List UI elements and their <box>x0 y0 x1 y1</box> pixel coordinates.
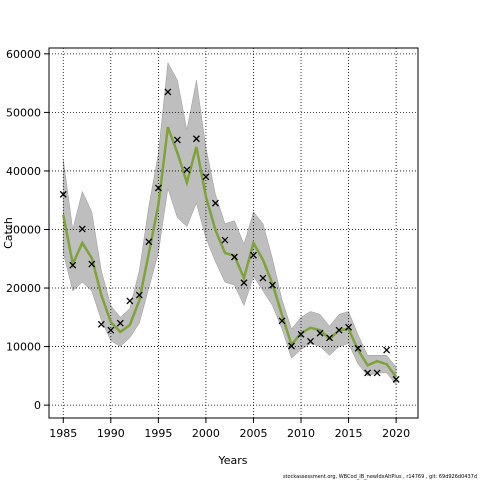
observed-point <box>345 323 353 331</box>
x-tick-label: 1995 <box>144 427 172 440</box>
y-tick-label: 30000 <box>6 223 41 236</box>
y-tick-label: 50000 <box>6 106 41 119</box>
y-tick-label: 10000 <box>6 341 41 354</box>
x-tick-label: 1990 <box>97 427 125 440</box>
observed-point <box>88 260 96 268</box>
observed-point <box>288 342 295 350</box>
observed-point <box>107 326 115 334</box>
observed-point <box>221 236 229 244</box>
observed-point <box>316 329 324 337</box>
observed-point <box>259 274 267 282</box>
observed-point <box>392 375 400 383</box>
x-tick-label: 2010 <box>287 427 315 440</box>
observed-point <box>164 88 172 96</box>
observed-point <box>211 199 219 207</box>
y-tick-label: 40000 <box>6 165 41 178</box>
observed-point <box>335 326 343 334</box>
observed-point <box>59 190 67 198</box>
observed-point <box>154 184 162 192</box>
observed-point <box>269 281 276 289</box>
observed-point <box>135 291 143 299</box>
observed-point <box>126 297 134 305</box>
observed-point <box>383 346 391 354</box>
observed-point <box>78 225 86 233</box>
confidence-band <box>63 61 397 386</box>
observed-point <box>97 320 105 328</box>
observed-point <box>183 166 191 174</box>
observed-point <box>192 135 200 143</box>
y-tick-label: 60000 <box>6 48 41 61</box>
x-tick-label: 2020 <box>382 427 410 440</box>
y-axis-label: Catch <box>2 217 15 249</box>
observed-point <box>326 334 334 342</box>
observed-point <box>69 261 77 269</box>
observed-point <box>354 344 362 352</box>
x-tick-label: 1985 <box>49 427 77 440</box>
y-tick-label: 0 <box>34 399 41 412</box>
observed-point <box>145 238 153 246</box>
plot-frame <box>48 47 419 419</box>
observed-point <box>364 369 372 377</box>
footnote: stockassessment.org, WBCod_IB_newIdxAltP… <box>283 474 477 480</box>
observed-point <box>173 136 181 144</box>
observed-point <box>116 319 124 327</box>
x-tick-label: 2000 <box>192 427 220 440</box>
y-tick-label: 20000 <box>6 282 41 295</box>
observed-point <box>202 173 210 181</box>
observed-point <box>250 251 257 259</box>
observed-point <box>373 369 381 377</box>
observed-point <box>307 337 314 345</box>
x-tick-label: 2005 <box>239 427 267 440</box>
observed-point <box>230 253 238 261</box>
fit-line <box>62 126 398 378</box>
observed-point <box>278 317 286 325</box>
observed-point <box>240 279 248 287</box>
x-axis-label: Years <box>217 454 247 467</box>
x-tick-label: 2015 <box>335 427 363 440</box>
observed-point <box>297 330 305 338</box>
